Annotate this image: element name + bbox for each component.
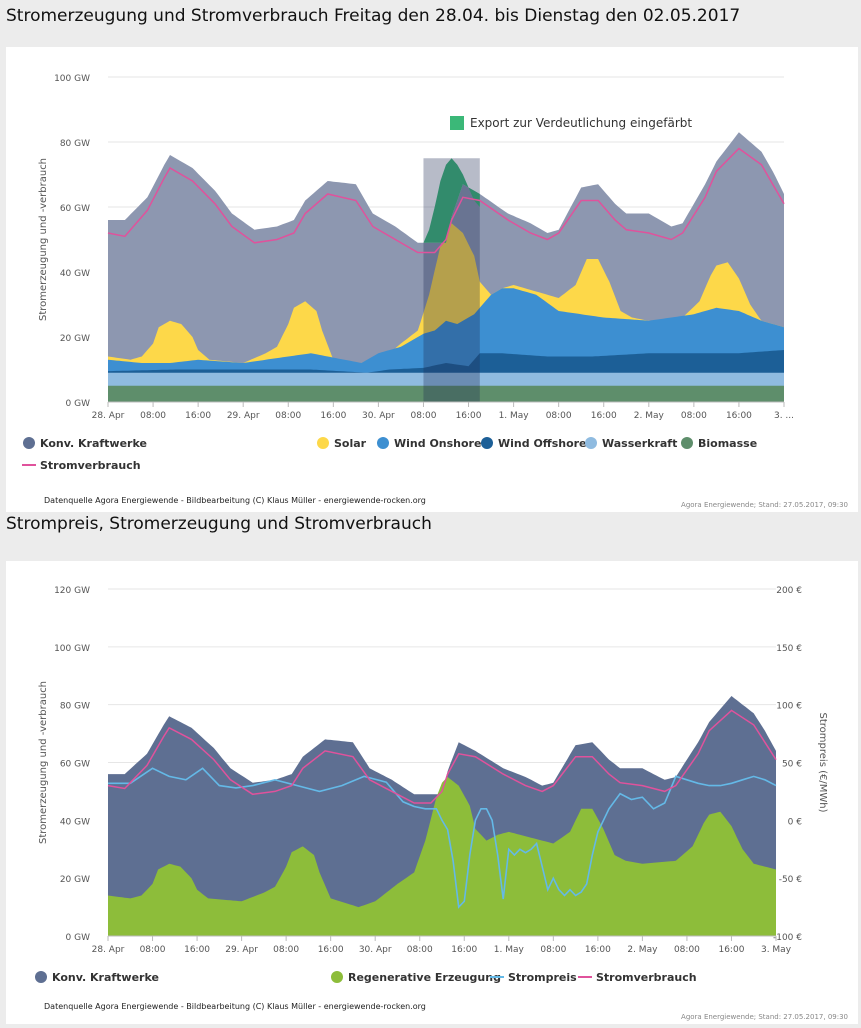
x-tick-label: 16:00: [456, 411, 482, 421]
x-tick-label: 16:00: [585, 945, 611, 955]
y-tick-label: 40 GW: [60, 817, 90, 827]
line-strompreis: [108, 767, 777, 909]
source-note: Datenquelle Agora Energiewende - Bildbea…: [44, 496, 426, 505]
y2-axis-title: Strompreis (€/MWh): [817, 713, 828, 813]
highlight-band: [423, 158, 480, 402]
x-tick-label: 08:00: [410, 411, 436, 421]
x-tick-label: 16:00: [718, 945, 744, 955]
y-tick-label: 80 GW: [60, 139, 90, 149]
annotation-text: Export zur Verdeutlichung eingefärbt: [470, 116, 692, 130]
legend-label-strompreis: Strompreis: [508, 971, 577, 984]
annotation-swatch: [450, 116, 464, 130]
line-stromverbrauch: [107, 147, 785, 254]
x-tick-label: 16:00: [451, 945, 477, 955]
x-tick-label: 08:00: [674, 945, 700, 955]
x-tick-label: 16:00: [184, 945, 210, 955]
x-tick-label: 08:00: [273, 945, 299, 955]
x-tick-label: 28. Apr: [92, 945, 125, 955]
x-tick-label: 16:00: [726, 411, 752, 421]
x-tick-label: 2. May: [634, 411, 665, 421]
y-tick-label: 40 GW: [60, 269, 90, 279]
y-axis-title: Stromerzeugung und -verbrauch: [38, 681, 49, 844]
legend-label-stromverbrauch: Stromverbrauch: [596, 971, 697, 984]
y-tick-label: 0 GW: [66, 399, 91, 409]
legend-dot-wind-onshore: [377, 437, 389, 449]
legend-label-wasserkraft: Wasserkraft: [602, 437, 677, 450]
legend-dot-biomasse: [681, 437, 693, 449]
y-tick-label: 80 GW: [60, 702, 90, 712]
x-tick-label: 16:00: [591, 411, 617, 421]
x-tick-label: 28. Apr: [92, 411, 125, 421]
page-title-1: Stromerzeugung und Stromverbrauch Freita…: [6, 6, 741, 26]
legend-label-wind-offshore: Wind Offshore: [498, 437, 587, 450]
legend-dot-konv-kraftwerke: [23, 437, 35, 449]
chart-panel-1: 0 GW 20 GW 40 GW 60 GW 80 GW 100 GW Stromerzeu…: [6, 47, 858, 512]
y-tick-label: 0 GW: [66, 933, 91, 943]
x-tick-label: 3. ...: [774, 411, 794, 421]
y-tick-label: 100 GW: [54, 644, 90, 654]
y-tick-label: 100 GW: [54, 74, 90, 84]
y-tick-label: 20 GW: [60, 875, 90, 885]
line-stromverbrauch: [107, 709, 777, 804]
legend-dot-wind-offshore: [481, 437, 493, 449]
x-tick-label: 16:00: [320, 411, 346, 421]
x-tick-label: 1. May: [499, 411, 530, 421]
x-tick-label: 08:00: [140, 945, 166, 955]
y-tick-label: 20 GW: [60, 334, 90, 344]
area-regenerative-erzeugung: [108, 777, 776, 936]
y2-tick-label: 150 €: [776, 644, 802, 654]
legend-dot-solar: [317, 437, 329, 449]
legend-dot-konv-kraftwerke: [35, 971, 47, 983]
legend-label-biomasse: Biomasse: [698, 437, 757, 450]
area-biomasse: [108, 385, 784, 402]
legend-label-konv-kraftwerke: Konv. Kraftwerke: [52, 971, 159, 984]
x-tick-label: 29. Apr: [227, 411, 260, 421]
x-tick-label: 29. Apr: [225, 945, 258, 955]
x-tick-label: 08:00: [140, 411, 166, 421]
x-tick-label: 30. Apr: [359, 945, 392, 955]
page-title-2: Strompreis, Stromerzeugung und Stromverb…: [6, 514, 432, 534]
x-tick-label: 1. May: [494, 945, 525, 955]
credit-note: Agora Energiewende; Stand: 27.05.2017, 0…: [681, 501, 848, 509]
legend-dot-wasserkraft: [585, 437, 597, 449]
legend-label-wind-onshore: Wind Onshore: [394, 437, 481, 450]
y2-tick-label: -50 €: [779, 875, 803, 885]
x-tick-label: 08:00: [540, 945, 566, 955]
x-tick-label: 08:00: [681, 411, 707, 421]
x-tick-label: 08:00: [407, 945, 433, 955]
chart-1[interactable]: 0 GW 20 GW 40 GW 60 GW 80 GW 100 GW Stromerzeu…: [6, 47, 858, 512]
legend-label-stromverbrauch: Stromverbrauch: [40, 459, 141, 472]
legend-label-regenerative-erzeugung: Regenerative Erzeugung: [348, 971, 501, 984]
x-tick-label: 16:00: [185, 411, 211, 421]
source-note: Datenquelle Agora Energiewende - Bildbea…: [44, 1002, 426, 1011]
chart-panel-2: 0 GW 20 GW 40 GW 60 GW 80 GW 100 GW 120 GW -100…: [6, 561, 858, 1024]
y-tick-label: 120 GW: [54, 586, 90, 596]
x-tick-label: 30. Apr: [362, 411, 395, 421]
x-tick-label: 2. May: [627, 945, 658, 955]
y2-tick-label: 100 €: [776, 702, 802, 712]
x-tick-label: 16:00: [318, 945, 344, 955]
y2-tick-label: 50 €: [782, 760, 802, 770]
area-export: [423, 158, 480, 243]
y-axis-title: Stromerzeugung und -verbrauch: [38, 158, 49, 321]
legend-label-solar: Solar: [334, 437, 367, 450]
credit-note: Agora Energiewende; Stand: 27.05.2017, 0…: [681, 1013, 848, 1021]
y2-tick-label: -100 €: [773, 933, 802, 943]
legend-label-konv-kraftwerke: Konv. Kraftwerke: [40, 437, 147, 450]
y-tick-label: 60 GW: [60, 204, 90, 214]
legend-dot-regenerative-erzeugung: [331, 971, 343, 983]
x-tick-label: 3. May: [761, 945, 792, 955]
x-tick-label: 08:00: [546, 411, 572, 421]
chart-2[interactable]: 0 GW 20 GW 40 GW 60 GW 80 GW 100 GW 120 GW -100…: [6, 561, 858, 1024]
y2-tick-label: 0 €: [788, 817, 803, 827]
y-tick-label: 60 GW: [60, 760, 90, 770]
y2-tick-label: 200 €: [776, 586, 802, 596]
x-tick-label: 08:00: [275, 411, 301, 421]
